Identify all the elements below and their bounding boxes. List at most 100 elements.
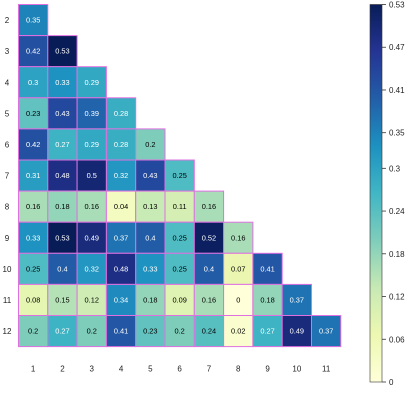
row-tick-label: 6 bbox=[5, 140, 10, 149]
cell-value-label: 0.41 bbox=[114, 327, 128, 336]
column-tick-label: 1 bbox=[31, 365, 36, 374]
cell-value-label: 0.33 bbox=[143, 264, 157, 273]
cell-value-label: 0.16 bbox=[26, 202, 40, 211]
cell-value-label: 0.37 bbox=[290, 295, 304, 304]
heatmap-cell bbox=[76, 66, 107, 99]
cell-value-label: 0.16 bbox=[202, 295, 216, 304]
cell-value-label: 0.2 bbox=[145, 140, 155, 149]
cell-value-label: 0.43 bbox=[55, 109, 69, 118]
heatmap-cell bbox=[164, 315, 195, 348]
column-tick-label: 7 bbox=[207, 365, 212, 374]
row-tick-label: 5 bbox=[5, 109, 10, 118]
cell-value-label: 0.42 bbox=[26, 47, 40, 56]
row-tick-label: 8 bbox=[5, 203, 10, 212]
heatmap-cell bbox=[18, 283, 49, 316]
cell-value-label: 0.34 bbox=[114, 295, 128, 304]
row-tick-label: 9 bbox=[5, 234, 10, 243]
heatmap-cell bbox=[135, 159, 166, 192]
heatmap-cell bbox=[105, 97, 137, 130]
heatmap-cell bbox=[252, 252, 283, 285]
cell-value-label: 0.33 bbox=[26, 233, 40, 242]
cell-value-label: 0.25 bbox=[172, 171, 186, 180]
colorbar-gradient bbox=[369, 4, 383, 383]
colorbar-tick-label: 0.53 bbox=[389, 1, 405, 10]
heatmap-cell bbox=[76, 221, 107, 254]
cell-value-label: 0.2 bbox=[175, 327, 185, 336]
colorbar-tick-label: 0.35 bbox=[389, 129, 405, 138]
heatmap-cell bbox=[164, 159, 195, 192]
cell-value-label: 0.27 bbox=[260, 327, 274, 336]
cell-value-label: 0.15 bbox=[55, 295, 69, 304]
cell-value-label: 0.11 bbox=[173, 202, 187, 211]
heatmap-cell bbox=[223, 283, 254, 316]
column-tick-label: 3 bbox=[90, 365, 95, 374]
cell-value-label: 0.53 bbox=[55, 233, 69, 242]
column-tick-label: 4 bbox=[119, 365, 124, 374]
cell-value-label: 0.53 bbox=[55, 47, 69, 56]
colorbar-tick-label: 0 bbox=[389, 378, 394, 387]
heatmap-cell bbox=[47, 159, 78, 192]
cell-value-label: 0.41 bbox=[260, 264, 274, 273]
heatmap-cell bbox=[47, 283, 78, 316]
cell-value-label: 0.23 bbox=[143, 327, 157, 336]
cell-value-label: 0.18 bbox=[143, 295, 157, 304]
column-labels: 1 2 3 4 5 6 7 8 9 10 11 bbox=[31, 365, 331, 374]
heatmap-cell bbox=[164, 190, 195, 223]
colorbar-tick-label: 0.24 bbox=[389, 207, 405, 216]
heatmap-cell bbox=[47, 128, 78, 161]
cell-value-label: 0.16 bbox=[231, 233, 245, 242]
column-tick-label: 6 bbox=[177, 365, 182, 374]
cell-value-label: 0.2 bbox=[87, 327, 97, 336]
cell-value-label: 0.29 bbox=[85, 140, 99, 149]
cell-value-label: 0.43 bbox=[143, 171, 157, 180]
cell-value-label: 0.48 bbox=[55, 171, 69, 180]
cell-value-label: 0.52 bbox=[202, 233, 216, 242]
heatmap-cell bbox=[252, 315, 283, 348]
heatmap-cell bbox=[18, 252, 49, 285]
row-tick-label: 11 bbox=[3, 296, 12, 305]
row-tick-label: 4 bbox=[5, 78, 10, 87]
cell-value-label: 0.4 bbox=[57, 264, 67, 273]
cell-value-label: 0.35 bbox=[26, 16, 40, 25]
cell-value-label: 0 bbox=[236, 295, 240, 304]
cell-value-label: 0.27 bbox=[55, 327, 69, 336]
colorbar-tick-label: 0.41 bbox=[389, 86, 405, 95]
heatmap-cell bbox=[135, 283, 166, 316]
column-tick-label: 8 bbox=[236, 365, 241, 374]
cell-value-label: 0.23 bbox=[26, 109, 40, 118]
heatmap-cell bbox=[252, 283, 283, 316]
column-tick-label: 5 bbox=[148, 365, 153, 374]
heatmap-cell bbox=[47, 97, 78, 130]
cell-value-label: 0.25 bbox=[172, 264, 186, 273]
cell-value-label: 0.09 bbox=[172, 295, 186, 304]
cell-value-label: 0.13 bbox=[143, 202, 157, 211]
cell-value-label: 0.18 bbox=[260, 295, 274, 304]
cell-value-label: 0.18 bbox=[55, 202, 69, 211]
heatmap-cell bbox=[47, 190, 78, 223]
cell-value-label: 0.3 bbox=[28, 78, 38, 87]
cell-value-label: 0.27 bbox=[55, 140, 69, 149]
heatmap-cell bbox=[76, 283, 107, 316]
row-tick-label: 12 bbox=[3, 327, 12, 336]
colorbar-tick-label: 0.12 bbox=[389, 293, 405, 302]
cell-value-label: 0.4 bbox=[145, 233, 155, 242]
heatmap-cell bbox=[105, 315, 137, 348]
heatmap-cell bbox=[135, 315, 166, 348]
cell-value-label: 0.49 bbox=[85, 233, 99, 242]
cell-value-label: 0.4 bbox=[204, 264, 214, 273]
cell-value-label: 0.48 bbox=[114, 264, 128, 273]
cell-value-label: 0.28 bbox=[114, 109, 128, 118]
cell-value-label: 0.32 bbox=[85, 264, 99, 273]
heatmap-cell bbox=[18, 221, 49, 254]
cell-value-label: 0.04 bbox=[114, 202, 128, 211]
heatmap-cell bbox=[193, 315, 225, 348]
cell-value-label: 0.37 bbox=[114, 233, 128, 242]
cell-value-label: 0.2 bbox=[28, 327, 38, 336]
row-labels: 2 3 4 5 6 7 8 9 10 11 12 bbox=[3, 16, 12, 336]
cell-value-label: 0.32 bbox=[114, 171, 128, 180]
cell-value-label: 0.33 bbox=[55, 78, 69, 87]
cell-value-label: 0.49 bbox=[290, 327, 304, 336]
row-tick-label: 2 bbox=[5, 16, 10, 25]
heatmap-cell bbox=[105, 128, 137, 161]
